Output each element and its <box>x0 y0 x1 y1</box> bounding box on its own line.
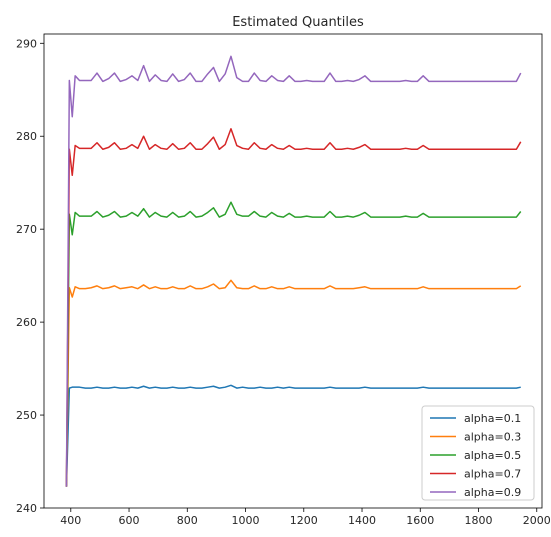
x-tick-label: 1000 <box>232 514 260 527</box>
series-line-alpha-0-5 <box>65 201 522 487</box>
plot-frame <box>43 33 543 509</box>
series-line-alpha-0-3 <box>65 279 522 487</box>
legend: alpha=0.1 alpha=0.3 alpha=0.5 alpha=0.7 alph… <box>421 405 535 501</box>
series-layer <box>65 55 522 487</box>
y-tick-label: 290 <box>16 37 37 50</box>
legend-label: alpha=0.9 <box>464 486 521 499</box>
legend-box <box>421 405 535 501</box>
x-tick-label: 1200 <box>290 514 318 527</box>
x-tick-label: 1400 <box>348 514 376 527</box>
y-tick-label: 250 <box>16 409 37 422</box>
legend-label: alpha=0.1 <box>464 412 521 425</box>
x-tick-label: 400 <box>60 514 81 527</box>
y-axis: 240 250 260 270 280 290 <box>16 37 44 515</box>
y-tick-label: 280 <box>16 130 37 143</box>
chart-title: Estimated Quantiles <box>232 15 364 30</box>
x-axis: 400 600 800 1000 1200 1400 1600 1800 2000 <box>60 508 551 527</box>
y-tick-label: 260 <box>16 316 37 329</box>
legend-label: alpha=0.5 <box>464 449 521 462</box>
legend-label: alpha=0.7 <box>464 468 521 481</box>
x-tick-label: 1800 <box>465 514 493 527</box>
x-tick-label: 1600 <box>406 514 434 527</box>
x-tick-label: 2000 <box>523 514 551 527</box>
legend-label: alpha=0.3 <box>464 431 521 444</box>
series-line-alpha-0-7 <box>65 128 522 487</box>
x-tick-label: 600 <box>119 514 140 527</box>
x-tick-label: 800 <box>177 514 198 527</box>
series-line-alpha-0-1 <box>65 384 521 487</box>
y-tick-label: 240 <box>16 502 37 515</box>
y-tick-label: 270 <box>16 223 37 236</box>
series-line-alpha-0-9 <box>65 55 522 487</box>
